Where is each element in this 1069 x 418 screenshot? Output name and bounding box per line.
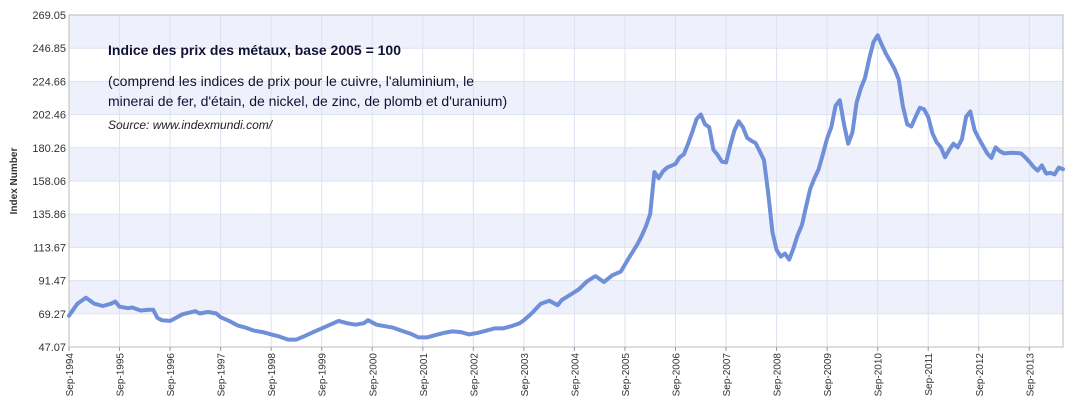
y-tick-label: 91.47: [38, 276, 66, 288]
y-tick-label: 113.67: [33, 242, 66, 254]
x-tick-label: Sep-1999: [318, 353, 329, 397]
y-tick-label: 47.07: [38, 342, 66, 354]
x-axis-ticks: Sep-1994 Sep-1995 Sep-1996 Sep-1997 Sep-1998…: [65, 347, 1036, 396]
x-tick-label: Sep-1995: [116, 353, 127, 397]
plot-band: [69, 313, 1063, 347]
y-tick-label: 269.05: [32, 10, 66, 22]
y-tick-label: 135.86: [32, 209, 66, 221]
plot-band: [69, 15, 1063, 49]
annotation-line-2: minerai de fer, d'étain, de nickel, de z…: [108, 93, 507, 109]
x-tick-label: Sep-1996: [166, 353, 177, 397]
x-tick-label: Sep-2011: [924, 353, 935, 396]
x-tick-label: Sep-1997: [217, 353, 228, 397]
x-tick-label: Sep-2009: [823, 353, 834, 397]
chart-annotation: Indice des prix des métaux, base 2005 = …: [108, 42, 507, 132]
x-tick-label: Sep-2001: [419, 353, 430, 397]
x-tick-label: Sep-2003: [520, 353, 531, 397]
y-tick-label: 180.26: [32, 143, 66, 155]
annotation-source: Source: www.indexmundi.com/: [108, 118, 274, 132]
plot-band: [69, 181, 1063, 215]
x-tick-label: Sep-1998: [267, 353, 278, 397]
plot-bands: [69, 15, 1063, 347]
x-tick-label: Sep-1994: [65, 353, 76, 397]
plot-band: [69, 81, 1063, 115]
plot-border: [68, 14, 1064, 348]
annotation-heading: Indice des prix des métaux, base 2005 = …: [108, 42, 401, 58]
plot-band: [69, 247, 1063, 281]
y-tick-label: 202.46: [32, 110, 66, 122]
x-tick-label: Sep-2002: [469, 353, 480, 397]
x-tick-label: Sep-2000: [368, 353, 379, 397]
x-tick-label: Sep-2010: [874, 353, 885, 397]
plot-band: [69, 214, 1063, 248]
x-tick-label: Sep-2013: [1025, 353, 1036, 397]
plot-band: [69, 147, 1063, 181]
y-tick-label: 158.06: [32, 176, 66, 188]
y-axis-label: Index Number: [9, 148, 20, 215]
x-tick-label: Sep-2008: [773, 353, 784, 397]
x-tick-label: Sep-2004: [570, 353, 581, 397]
y-tick-label: 69.27: [38, 309, 66, 321]
x-tick-label: Sep-2012: [975, 353, 986, 397]
x-tick-label: Sep-2007: [722, 353, 733, 397]
annotation-line-1: (comprend les indices de prix pour le cu…: [108, 73, 474, 89]
y-tick-label: 246.85: [32, 43, 66, 55]
y-axis-ticks: 269.05 246.85 224.66 202.46 180.26 158.06 135.…: [32, 10, 66, 354]
x-tick-label: Sep-2005: [621, 353, 632, 397]
series-line: [67, 33, 1065, 342]
plot-band: [69, 114, 1063, 148]
x-tick-label: Sep-2006: [672, 353, 683, 397]
y-tick-label: 224.66: [32, 76, 66, 88]
